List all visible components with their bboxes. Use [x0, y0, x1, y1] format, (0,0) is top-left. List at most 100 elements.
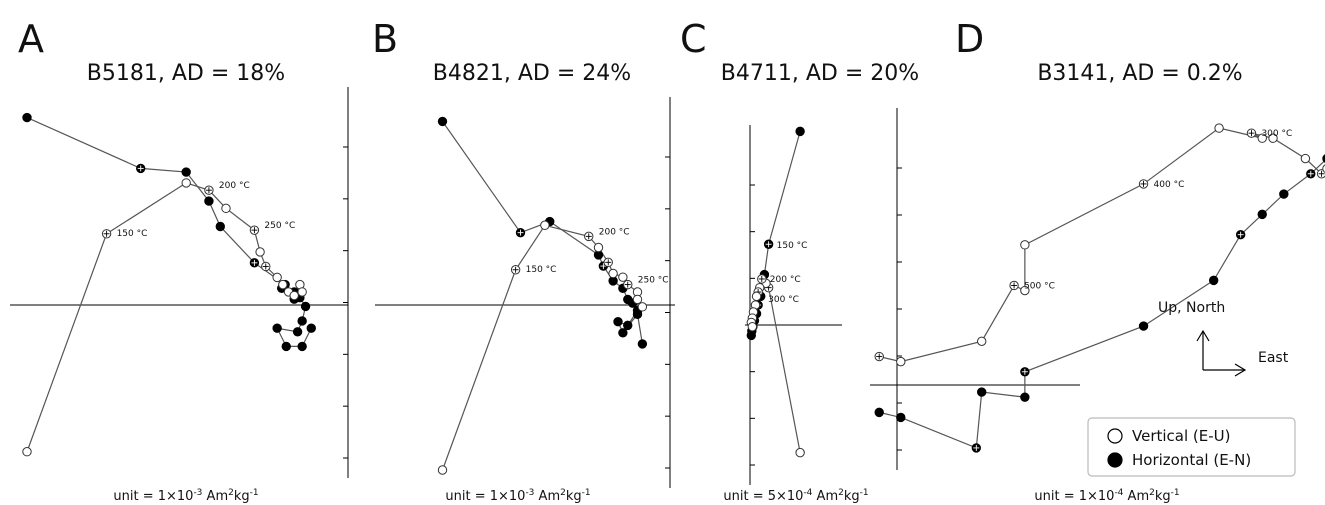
data-point-open [272, 272, 282, 283]
data-point-closed [896, 412, 906, 423]
unit-exponent: -1 [860, 488, 869, 498]
panel-a-title: B5181, AD = 18% [87, 61, 285, 86]
data-point-open [437, 465, 448, 475]
legend-open-marker [1107, 428, 1123, 444]
unit-exponent: -4 [1114, 488, 1123, 498]
temperature-label: 200 °C [219, 181, 250, 191]
data-point-closed [1208, 275, 1219, 286]
temperature-label: 250 °C [638, 276, 669, 286]
data-point-open [747, 322, 758, 332]
panel-letter-c: C [680, 17, 707, 61]
series-line-closed [26, 116, 312, 347]
data-point-closed [637, 339, 648, 349]
unit-rest: Am [812, 489, 838, 504]
data-point-open [608, 268, 618, 279]
data-point-closed [618, 328, 628, 338]
legend-label-horizontal: Horizontal (E-N) [1132, 451, 1251, 469]
temperature-label: 200 °C [770, 275, 801, 285]
data-point-closed [22, 112, 32, 123]
data-point-open [297, 287, 307, 297]
data-point-closed [746, 330, 756, 341]
temperature-label: 200 °C [599, 227, 630, 237]
panel-letter-b: B [372, 17, 398, 61]
unit-rest: kg [844, 489, 860, 504]
data-point-open [1214, 123, 1224, 133]
panel-a-plot: 150 °C 200 °C 250 °C [10, 87, 349, 478]
data-point-open [795, 447, 805, 458]
unit-exponent: 2 [838, 488, 844, 498]
data-point-closed [977, 387, 987, 397]
unit-base: unit = 5×10 [723, 489, 803, 504]
data-point-closed [297, 316, 307, 326]
temperature-label: 300 °C [1261, 129, 1292, 139]
panel-b-plot: 150 °C 200 °C 250 °C [375, 97, 675, 488]
data-point-open [1020, 240, 1030, 250]
panel-c-plot: 150 °C 200 °C 300 °C [745, 125, 842, 485]
panel-d-unit: unit = 1×10-4 Am2kg-1 [1034, 488, 1179, 504]
data-point-open [618, 272, 628, 282]
series-line-closed [879, 159, 1325, 449]
data-point-open [255, 247, 265, 257]
data-point-closed [874, 407, 884, 418]
data-point-closed [795, 126, 805, 137]
data-point-closed [297, 341, 307, 352]
data-point-open [22, 447, 32, 457]
data-point-open [632, 294, 643, 305]
data-point-closed [1257, 209, 1267, 220]
data-point-open [751, 291, 762, 302]
data-point-closed [1020, 392, 1030, 402]
unit-exponent: 2 [1149, 488, 1155, 498]
unit-exponent: 2 [228, 488, 234, 498]
data-point-open [1322, 164, 1325, 173]
data-point-closed [181, 167, 191, 177]
up-arrow-head-icon [1196, 329, 1210, 342]
unit-exponent: -3 [525, 488, 534, 498]
unit-rest: Am [534, 489, 560, 504]
data-point-closed [215, 221, 225, 232]
data-point-closed [306, 323, 316, 333]
data-point-open [896, 356, 906, 367]
unit-rest: Am [1123, 489, 1149, 504]
data-point-closed [272, 323, 282, 333]
data-point-open [181, 178, 191, 188]
data-point-closed [1138, 321, 1149, 331]
legend-closed-marker [1107, 452, 1123, 468]
panel-c-unit: unit = 5×10-4 Am2kg-1 [723, 488, 868, 504]
panel-letter-a: A [18, 17, 44, 61]
direction-indicator: Up, North East [1158, 300, 1289, 377]
data-point-closed [204, 196, 214, 206]
data-point-closed [632, 309, 643, 319]
data-point-closed [623, 320, 633, 331]
east-arrow-head-icon [1234, 363, 1247, 377]
series-line-open [26, 182, 303, 452]
legend-box [1087, 417, 1296, 477]
data-point-closed [1322, 154, 1325, 163]
unit-rest: Am [202, 489, 228, 504]
data-point-closed [613, 316, 623, 327]
temperature-label: 150 °C [117, 229, 148, 239]
data-point-open [1268, 133, 1278, 143]
data-point-open [540, 220, 550, 230]
data-point-open [593, 242, 604, 253]
unit-exponent: -1 [582, 488, 591, 498]
data-point-open [1020, 285, 1030, 296]
unit-base: unit = 1×10 [445, 489, 525, 504]
up-north-label: Up, North [1158, 300, 1225, 316]
data-point-closed [437, 116, 448, 127]
temperature-label: 250 °C [264, 221, 295, 231]
data-point-open [977, 336, 987, 347]
unit-rest: kg [566, 489, 582, 504]
temperature-label: 150 °C [777, 241, 808, 251]
unit-exponent: 2 [560, 488, 566, 498]
panel-letter-d: D [955, 17, 984, 61]
data-point-open [221, 203, 231, 214]
legend: Vertical (E-U) Horizontal (E-N) [1087, 417, 1296, 477]
panel-d-title: B3141, AD = 0.2% [1037, 61, 1242, 86]
data-point-open [1300, 153, 1311, 164]
panel-b-unit: unit = 1×10-3 Am2kg-1 [445, 488, 590, 504]
panel-a-unit: unit = 1×10-3 Am2kg-1 [113, 488, 258, 504]
data-point-open [1257, 133, 1267, 143]
unit-base: unit = 1×10 [1034, 489, 1114, 504]
data-point-open [278, 279, 288, 290]
